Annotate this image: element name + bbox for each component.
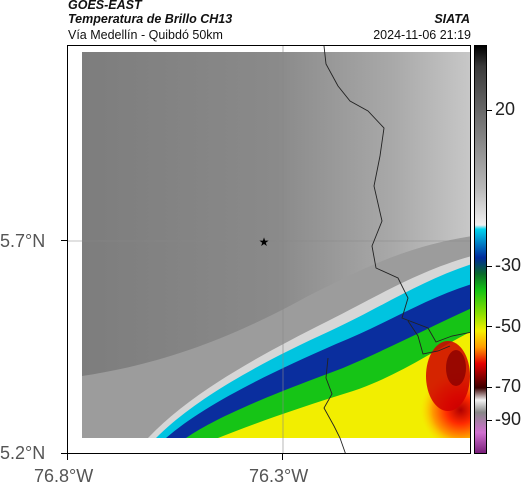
river-line — [323, 357, 346, 453]
colorbar-tick-m90: -90 — [495, 409, 522, 429]
colorbar-tick-m30: -30 — [495, 255, 522, 275]
admin-border — [323, 46, 470, 343]
lat-tick-5-7: 5.7°N — [0, 231, 46, 251]
region-label: Vía Medellín - Quibdó 50km — [68, 28, 223, 42]
colorbar-tick-20: 20 — [495, 99, 516, 119]
lat-tick-5-2: 5.2°N — [0, 443, 46, 463]
satellite-map: ★ — [67, 45, 471, 454]
colorbar-gradient — [475, 46, 486, 453]
map-canvas: ★ — [68, 46, 470, 453]
colorbar — [474, 45, 487, 454]
colorbar-tick-m70: -70 — [495, 376, 522, 396]
satellite-title: GOES-EAST — [68, 0, 142, 12]
datetime-label: 2024-11-06 21:19 — [373, 28, 471, 42]
location-star-icon: ★ — [259, 235, 270, 249]
lon-tick-76-8: 76.8°W — [34, 466, 94, 486]
lon-tick-76-3: 76.3°W — [249, 466, 309, 486]
product-title: Temperatura de Brillo CH13 — [68, 12, 233, 26]
colorbar-tick-m50: -50 — [495, 316, 522, 336]
agency-label: SIATA — [434, 12, 470, 26]
